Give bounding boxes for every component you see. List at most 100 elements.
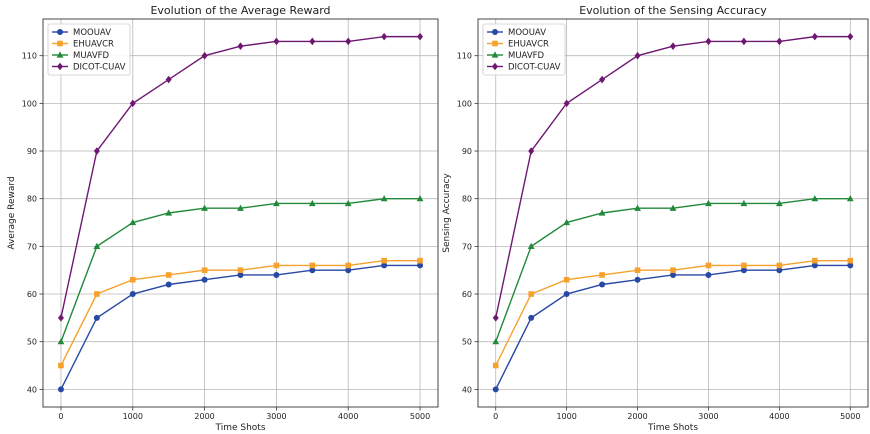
series-dicot-cuav xyxy=(57,32,424,322)
series-ehuavcr xyxy=(492,257,854,369)
data-point xyxy=(273,271,280,278)
legend-label: MUAVFD xyxy=(508,51,545,61)
legend-label: DICOT-CUAV xyxy=(73,63,126,73)
data-point xyxy=(201,267,208,273)
data-point xyxy=(599,75,606,84)
data-point xyxy=(57,386,64,393)
series-muavfd xyxy=(57,195,424,345)
data-point xyxy=(811,32,818,41)
x-tick-label: 5000 xyxy=(410,412,430,421)
data-point xyxy=(201,51,208,60)
data-point xyxy=(705,199,712,207)
y-tick-label: 50 xyxy=(27,338,37,347)
legend-marker xyxy=(57,40,63,47)
data-point xyxy=(705,271,712,278)
data-point xyxy=(740,37,747,46)
legend-box xyxy=(47,23,131,76)
data-point xyxy=(492,386,499,393)
data-point xyxy=(492,338,500,345)
x-axis-label: Time Shots xyxy=(214,423,265,433)
y-tick-label: 90 xyxy=(27,147,37,156)
data-point xyxy=(344,199,352,207)
data-point xyxy=(847,262,854,269)
data-point xyxy=(599,281,606,288)
y-tick-label: 70 xyxy=(462,242,472,251)
y-tick-label: 80 xyxy=(27,195,37,204)
y-axis-label: Average Reward xyxy=(7,176,17,249)
legend-label: EHUAVCR xyxy=(73,40,114,50)
legend-marker xyxy=(492,40,498,47)
data-point xyxy=(381,257,387,264)
data-point xyxy=(129,99,136,108)
data-point xyxy=(846,195,854,202)
data-point xyxy=(57,338,65,345)
chart-title: Evolution of the Sensing Accuracy xyxy=(579,4,767,17)
data-point xyxy=(309,267,316,274)
data-point xyxy=(670,271,676,278)
data-point xyxy=(94,291,100,297)
data-point xyxy=(417,257,423,264)
plot-area xyxy=(43,19,438,407)
data-point xyxy=(309,262,316,269)
data-point xyxy=(129,218,137,226)
data-point xyxy=(345,267,352,274)
series-dicot-cuav xyxy=(492,32,854,322)
data-point xyxy=(165,75,172,84)
data-point xyxy=(776,267,783,274)
data-point xyxy=(416,195,424,202)
legend-marker xyxy=(492,29,498,35)
legend-marker xyxy=(56,51,64,58)
legend-box xyxy=(482,23,566,76)
y-tick-label: 60 xyxy=(462,290,472,299)
legend-label: MOOUAV xyxy=(73,28,111,38)
legend-label: MOOUAV xyxy=(508,28,546,38)
y-tick-label: 70 xyxy=(27,242,37,251)
data-point xyxy=(705,262,712,269)
legend-marker xyxy=(491,51,499,58)
data-point xyxy=(563,218,571,226)
data-point xyxy=(563,99,570,108)
x-tick-label: 0 xyxy=(493,412,498,421)
data-point xyxy=(58,362,64,369)
series-muavfd xyxy=(492,195,854,345)
data-point xyxy=(57,314,64,322)
y-tick-label: 90 xyxy=(462,147,472,156)
chart-average-reward: 0 1000 2000 3000 4000 5000 40 50 60 70 80 90 100 110 E… xyxy=(7,4,439,433)
data-point xyxy=(381,262,388,269)
data-point xyxy=(345,262,352,269)
x-tick-label: 3000 xyxy=(266,412,286,421)
x-axis-label: Time Shots xyxy=(647,423,698,433)
x-tick-label: 1000 xyxy=(556,412,576,421)
data-point xyxy=(201,276,208,283)
data-point xyxy=(634,204,641,211)
data-point xyxy=(563,291,570,298)
plot-area xyxy=(478,19,868,407)
data-point xyxy=(634,267,641,273)
y-tick-label: 60 xyxy=(27,290,37,299)
data-point xyxy=(237,271,244,278)
data-point xyxy=(528,147,535,155)
data-point xyxy=(345,37,352,46)
data-point xyxy=(669,204,677,211)
y-tick-label: 110 xyxy=(457,52,472,61)
x-tick-label: 5000 xyxy=(840,412,860,421)
data-point xyxy=(417,262,424,269)
y-tick-label: 110 xyxy=(22,52,37,61)
data-point xyxy=(563,276,570,283)
legend-label: MUAVFD xyxy=(73,51,110,61)
data-point xyxy=(775,199,783,207)
data-point xyxy=(93,242,101,249)
data-point xyxy=(237,204,244,211)
data-point xyxy=(237,42,244,50)
data-point xyxy=(670,42,676,50)
legend-marker xyxy=(492,62,498,71)
data-point xyxy=(165,209,173,216)
legend-marker xyxy=(57,62,63,71)
data-point xyxy=(847,257,854,264)
data-point xyxy=(381,32,388,41)
y-tick-label: 80 xyxy=(462,195,472,204)
data-point xyxy=(527,242,535,249)
